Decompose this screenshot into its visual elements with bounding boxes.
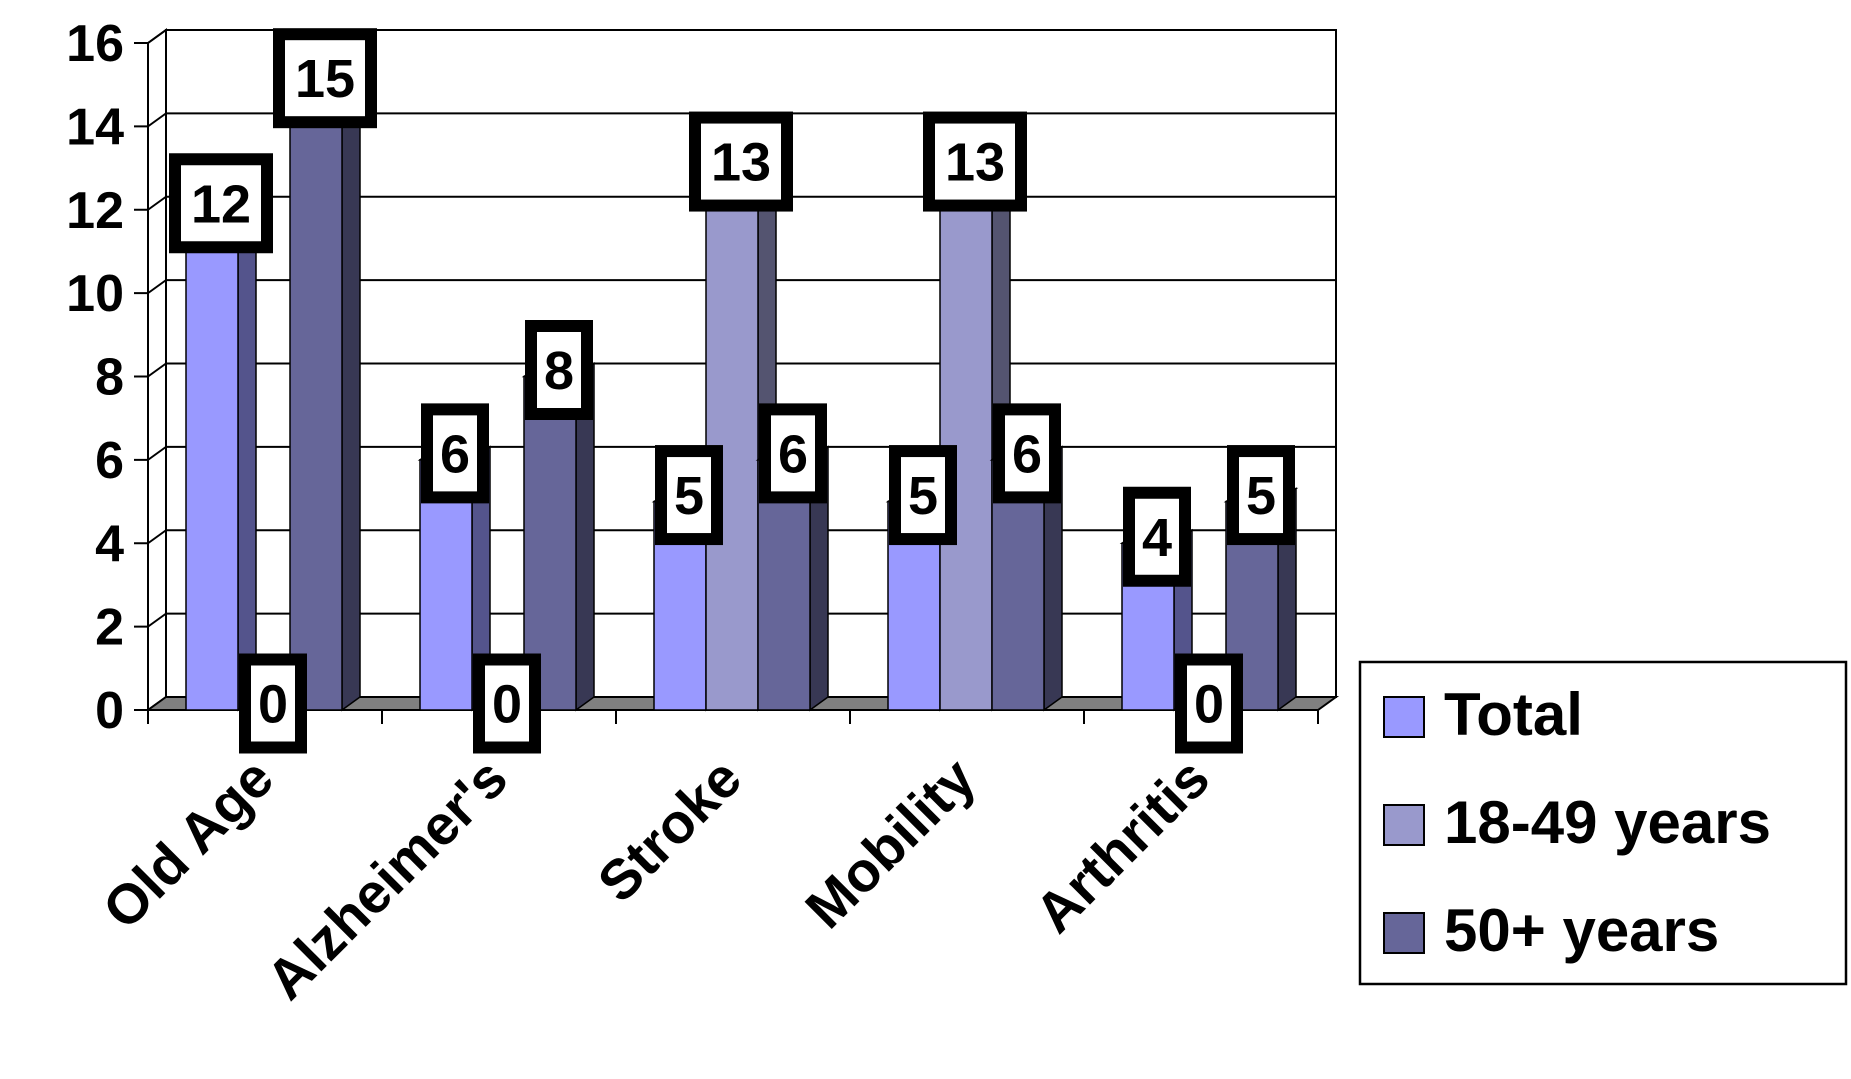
data-label: 6 [993, 403, 1061, 504]
data-label-text: 4 [1142, 508, 1172, 568]
data-label-text: 12 [191, 174, 251, 234]
data-label-box [525, 320, 593, 420]
bar [939, 167, 993, 711]
data-label-box [1227, 445, 1295, 546]
x-tick-label: Old Age [90, 746, 285, 941]
legend-swatch [1383, 912, 1425, 954]
data-label-box [923, 111, 1027, 212]
data-label-text: 8 [544, 341, 574, 401]
data-label-text: 6 [1012, 424, 1042, 484]
data-label-box [1123, 486, 1191, 587]
y-tick-label: 6 [95, 432, 124, 490]
data-label: 4 [1123, 486, 1191, 587]
data-label-box [993, 403, 1061, 504]
legend-label: 50+ years [1444, 897, 1719, 964]
data-label-box [889, 445, 957, 546]
data-label-text: 6 [440, 424, 470, 484]
legend-swatch [1383, 696, 1425, 738]
y-tick-label: 10 [66, 265, 124, 323]
y-tick-label: 12 [66, 182, 124, 240]
y-tick-label: 16 [66, 15, 124, 73]
data-label-text: 15 [295, 49, 355, 109]
data-labels: 12 0 15 6 0 8 5 13 6 5 13 6 4 0 5 [169, 28, 1295, 754]
data-label: 5 [655, 445, 723, 546]
gridline-side [147, 279, 167, 294]
data-label-box [689, 111, 793, 212]
bar-side [341, 70, 361, 712]
data-label: 6 [421, 403, 489, 504]
data-label-box [473, 653, 541, 754]
y-tick-label: 2 [95, 599, 124, 657]
data-label-text: 13 [711, 133, 771, 193]
data-label-text: 5 [674, 466, 704, 526]
data-label: 15 [273, 28, 377, 129]
data-label-text: 0 [258, 675, 288, 735]
x-tick-label: Alzheimer's [254, 746, 519, 1011]
data-label: 13 [923, 111, 1027, 212]
legend-label: Total [1444, 681, 1583, 748]
legend-label: 18-49 years [1444, 789, 1771, 856]
data-label: 0 [473, 653, 541, 754]
y-tick-label: 4 [95, 515, 124, 573]
data-label: 5 [1227, 445, 1295, 546]
gridline-side [147, 29, 167, 44]
gridline-side [147, 362, 167, 378]
bar [185, 209, 239, 711]
data-label-box [1175, 653, 1243, 754]
data-label: 6 [759, 403, 827, 504]
data-label: 0 [239, 653, 307, 754]
bar [289, 83, 343, 711]
legend-swatch [1383, 804, 1425, 846]
x-tick-label: Arthritis [1023, 746, 1222, 945]
y-tick-label: 14 [66, 98, 124, 156]
data-label-box [169, 153, 273, 254]
bar-side [237, 195, 257, 712]
gridline-side [147, 612, 167, 628]
data-label: 8 [525, 320, 593, 420]
data-label: 5 [889, 445, 957, 546]
bar [705, 167, 759, 711]
data-label-text: 13 [945, 133, 1005, 193]
gridline-side [147, 112, 167, 128]
data-label: 0 [1175, 653, 1243, 754]
data-label: 13 [689, 111, 793, 212]
data-label-text: 0 [1194, 675, 1224, 735]
data-label-box [655, 445, 723, 546]
legend: Total 18-49 years 50+ years [1358, 660, 1848, 986]
y-tick-label: 8 [95, 349, 124, 407]
gridline-side [147, 446, 167, 461]
data-label-text: 6 [778, 424, 808, 484]
data-label-box [421, 403, 489, 504]
legend-box [1358, 660, 1848, 986]
data-label-text: 0 [492, 675, 522, 735]
x-tick-label: Mobility [793, 746, 987, 940]
gridline-side [147, 529, 167, 545]
data-label-box [273, 28, 377, 129]
y-tick-label: 0 [95, 682, 124, 740]
data-label: 12 [169, 153, 273, 254]
data-label-text: 5 [1246, 466, 1276, 526]
data-label-text: 5 [908, 466, 938, 526]
gridline-side [147, 195, 167, 211]
x-tick-label: Stroke [585, 746, 753, 914]
data-label-box [239, 653, 307, 754]
data-label-box [759, 403, 827, 504]
